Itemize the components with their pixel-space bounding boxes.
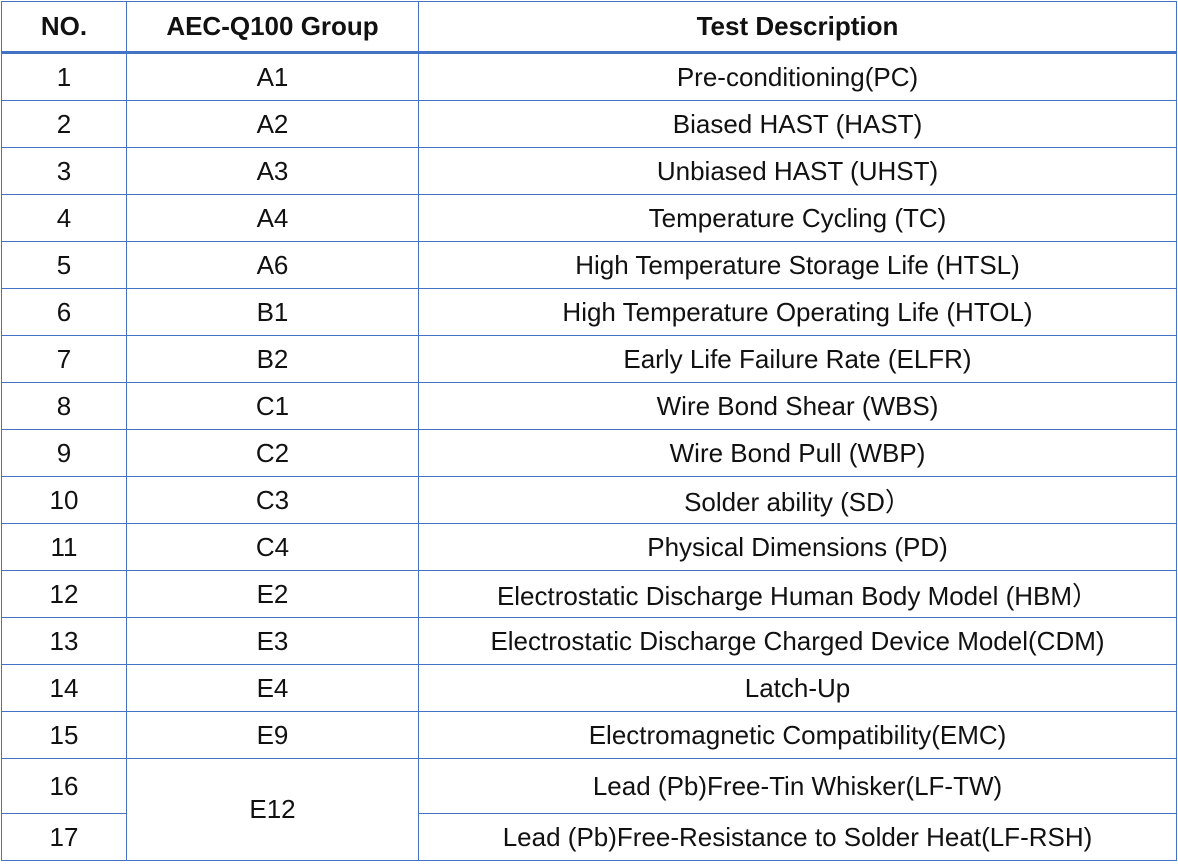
table-row: 4 A4 Temperature Cycling (TC) [1,194,1177,242]
cell-description: Wire Bond Shear (WBS) [418,382,1177,430]
cell-group: E12 [126,758,419,861]
table-row: 13 E3 Electrostatic Discharge Charged Devi… [1,617,1177,665]
table-row: 14 E4 Latch-Up [1,664,1177,712]
cell-group: C4 [126,523,419,571]
cell-group: B2 [126,335,419,383]
cell-description: Electrostatic Discharge Human Body Model… [418,570,1177,618]
table-row: 7 B2 Early Life Failure Rate (ELFR) [1,335,1177,383]
cell-group: A4 [126,194,419,242]
cell-group: C3 [126,476,419,524]
cell-no: 9 [1,429,127,477]
cell-group: A3 [126,147,419,195]
table-row: 1 A1 Pre-conditioning(PC) [1,52,1177,101]
table-row: 3 A3 Unbiased HAST (UHST) [1,147,1177,195]
cell-group: E4 [126,664,419,712]
cell-description: Electromagnetic Compatibility(EMC) [418,711,1177,759]
table-row: 12 E2 Electrostatic Discharge Human Body M… [1,570,1177,618]
cell-group: B1 [126,288,419,336]
cell-description: High Temperature Storage Life (HTSL) [418,241,1177,289]
cell-description: Latch-Up [418,664,1177,712]
cell-description: Electrostatic Discharge Charged Device M… [418,617,1177,665]
table-row: 5 A6 High Temperature Storage Life (HTSL) [1,241,1177,289]
table-row: 9 C2 Wire Bond Pull (WBP) [1,429,1177,477]
table-row: 6 B1 High Temperature Operating Life (HTOL… [1,288,1177,336]
cell-group: A6 [126,241,419,289]
cell-no: 2 [1,100,127,148]
header-group: AEC-Q100 Group [126,1,419,54]
cell-description: Lead (Pb)Free-Tin Whisker(LF-TW) [418,758,1177,814]
cell-no: 10 [1,476,127,524]
cell-no: 8 [1,382,127,430]
cell-no: 6 [1,288,127,336]
table-row: 15 E9 Electromagnetic Compatibility(EMC) [1,711,1177,759]
cell-description: Biased HAST (HAST) [418,100,1177,148]
cell-group: E3 [126,617,419,665]
table-row: 17 Lead (Pb)Free-Resistance to Solder Hea… [1,813,1177,861]
cell-no: 3 [1,147,127,195]
cell-group: E9 [126,711,419,759]
table-row: 2 A2 Biased HAST (HAST) [1,100,1177,148]
cell-group: E2 [126,570,419,618]
cell-no: 11 [1,523,127,571]
header-description: Test Description [418,1,1177,54]
table-row: 8 C1 Wire Bond Shear (WBS) [1,382,1177,430]
cell-no: 7 [1,335,127,383]
header-row: NO. AEC-Q100 Group Test Description [1,1,1177,54]
cell-group: A2 [126,100,419,148]
cell-no: 1 [1,52,127,101]
cell-description: Wire Bond Pull (WBP) [418,429,1177,477]
cell-description: Early Life Failure Rate (ELFR) [418,335,1177,383]
table-row: 11 C4 Physical Dimensions (PD) [1,523,1177,571]
cell-description: High Temperature Operating Life (HTOL) [418,288,1177,336]
cell-no: 12 [1,570,127,618]
table-row: 10 C3 Solder ability (SD） [1,476,1177,524]
cell-description: Temperature Cycling (TC) [418,194,1177,242]
cell-no: 4 [1,194,127,242]
cell-no: 16 [1,758,127,814]
table-row: 16 E12 Lead (Pb)Free-Tin Whisker(LF-TW) [1,758,1177,861]
cell-no: 5 [1,241,127,289]
cell-group: C1 [126,382,419,430]
cell-no: 13 [1,617,127,665]
cell-no: 14 [1,664,127,712]
cell-description: Physical Dimensions (PD) [418,523,1177,571]
header-no: NO. [1,1,127,54]
cell-no: 15 [1,711,127,759]
cell-description: Unbiased HAST (UHST) [418,147,1177,195]
cell-no: 17 [1,813,127,861]
cell-group: C2 [126,429,419,477]
cell-description: Pre-conditioning(PC) [418,52,1177,101]
cell-description: Solder ability (SD） [418,476,1177,524]
cell-group: A1 [126,52,419,101]
cell-description: Lead (Pb)Free-Resistance to Solder Heat(… [418,813,1177,861]
